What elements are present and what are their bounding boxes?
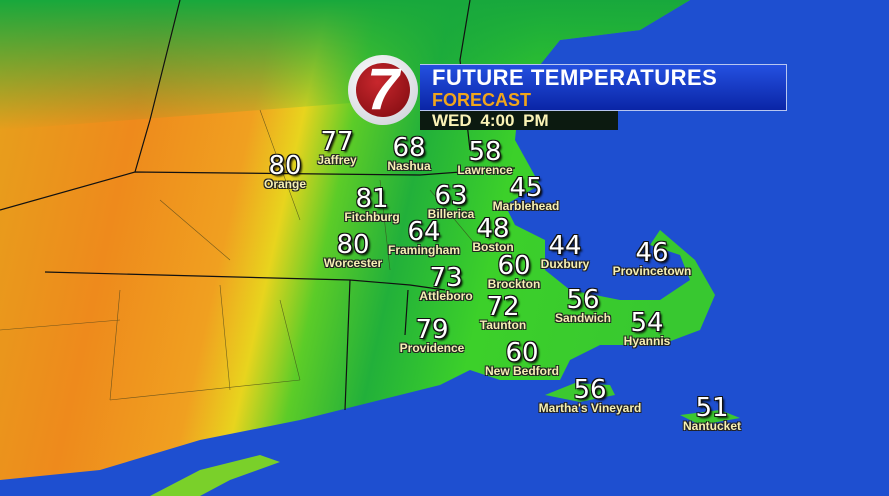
city-temperature: 60 <box>505 338 539 368</box>
page-subtitle: FORECAST <box>432 90 531 110</box>
city-name: Nashua <box>387 159 431 173</box>
city-temperature: 60 <box>497 251 531 281</box>
city-temperature: 51 <box>695 393 729 423</box>
city-brockton: 60 Brockton <box>487 251 541 291</box>
city-duxbury: 44 Duxbury <box>540 231 590 271</box>
city-temperature: 77 <box>320 127 354 157</box>
city-worcester: 80 Worcester <box>323 230 383 270</box>
city-billerica: 63 Billerica <box>427 181 475 221</box>
city-lawrence: 58 Lawrence <box>457 137 513 177</box>
city-temperature: 72 <box>486 292 520 322</box>
marthas-vineyard <box>545 383 615 402</box>
city-temperature: 73 <box>429 263 463 293</box>
city-marblehead: 45 Marblehead <box>492 173 560 213</box>
city-name: Framingham <box>387 243 461 257</box>
logo-circle <box>356 63 410 117</box>
city-name: Nantucket <box>682 419 742 433</box>
city-fitchburg: 81 Fitchburg <box>344 184 400 224</box>
northern-green <box>0 0 690 130</box>
forecast-time: WED 4:00 PM <box>420 111 618 130</box>
city-jaffrey: 77 Jaffrey <box>317 127 357 167</box>
city-boston: 48 Boston <box>472 214 514 254</box>
city-temperature: 80 <box>336 230 370 260</box>
city-temperature: 58 <box>468 137 502 167</box>
city-name: Attleboro <box>419 289 473 303</box>
city-name: Lawrence <box>457 163 513 177</box>
city-name: Taunton <box>479 318 527 332</box>
city-temperature: 79 <box>415 315 449 345</box>
city-temperature: 46 <box>635 238 669 268</box>
city-name: Marblehead <box>492 199 560 213</box>
city-hyannis: 54 Hyannis <box>623 308 671 348</box>
city-temperature: 80 <box>268 151 302 181</box>
city-temperature: 64 <box>407 217 441 247</box>
city-name: Hyannis <box>623 334 671 348</box>
city-name: Fitchburg <box>344 210 400 224</box>
city-providence: 79 Providence <box>399 315 465 355</box>
city-name: Sandwich <box>554 311 612 325</box>
logo-text: 7 <box>366 57 400 122</box>
city-temperature: 44 <box>548 231 582 261</box>
city-name: Duxbury <box>540 257 590 271</box>
boundaries <box>0 0 516 411</box>
nantucket <box>680 410 740 425</box>
city-name: Providence <box>399 341 465 355</box>
city-temperature: 56 <box>573 375 607 405</box>
city-name: New Bedford <box>484 364 560 378</box>
city-name: Martha's Vineyard <box>538 401 642 415</box>
city-sandwich: 56 Sandwich <box>554 285 612 325</box>
title-banner <box>420 64 787 111</box>
city-martha-s-vineyard: 56 Martha's Vineyard <box>538 375 642 415</box>
city-name: Worcester <box>323 256 383 270</box>
city-name: Brockton <box>487 277 541 291</box>
page-title: FUTURE TEMPERATURES <box>432 65 718 90</box>
city-orange: 80 Orange <box>263 151 307 191</box>
city-temperature: 48 <box>476 214 510 244</box>
city-temperature: 56 <box>566 285 600 315</box>
city-name: Boston <box>472 240 514 254</box>
city-temperature: 45 <box>509 173 543 203</box>
city-temperature: 54 <box>630 308 664 338</box>
city-name: Billerica <box>427 207 475 221</box>
city-name: Provincetown <box>612 264 692 278</box>
city-temperature: 81 <box>355 184 389 214</box>
county-lines <box>0 109 481 401</box>
city-nantucket: 51 Nantucket <box>682 393 742 433</box>
forecast-header: 7 FUTURE TEMPERATURES FORECAST WED 4:00 … <box>348 55 788 135</box>
station-logo: 7 <box>348 55 418 125</box>
city-name: Jaffrey <box>317 153 357 167</box>
city-taunton: 72 Taunton <box>479 292 527 332</box>
city-name: Orange <box>263 177 307 191</box>
city-temperature: 68 <box>392 133 426 163</box>
mainland <box>0 0 715 480</box>
city-new-bedford: 60 New Bedford <box>484 338 560 378</box>
long-island <box>150 455 280 496</box>
city-temperature: 63 <box>434 181 468 211</box>
city-provincetown: 46 Provincetown <box>612 238 692 278</box>
city-attleboro: 73 Attleboro <box>419 263 473 303</box>
city-nashua: 68 Nashua <box>387 133 431 173</box>
city-framingham: 64 Framingham <box>387 217 461 257</box>
